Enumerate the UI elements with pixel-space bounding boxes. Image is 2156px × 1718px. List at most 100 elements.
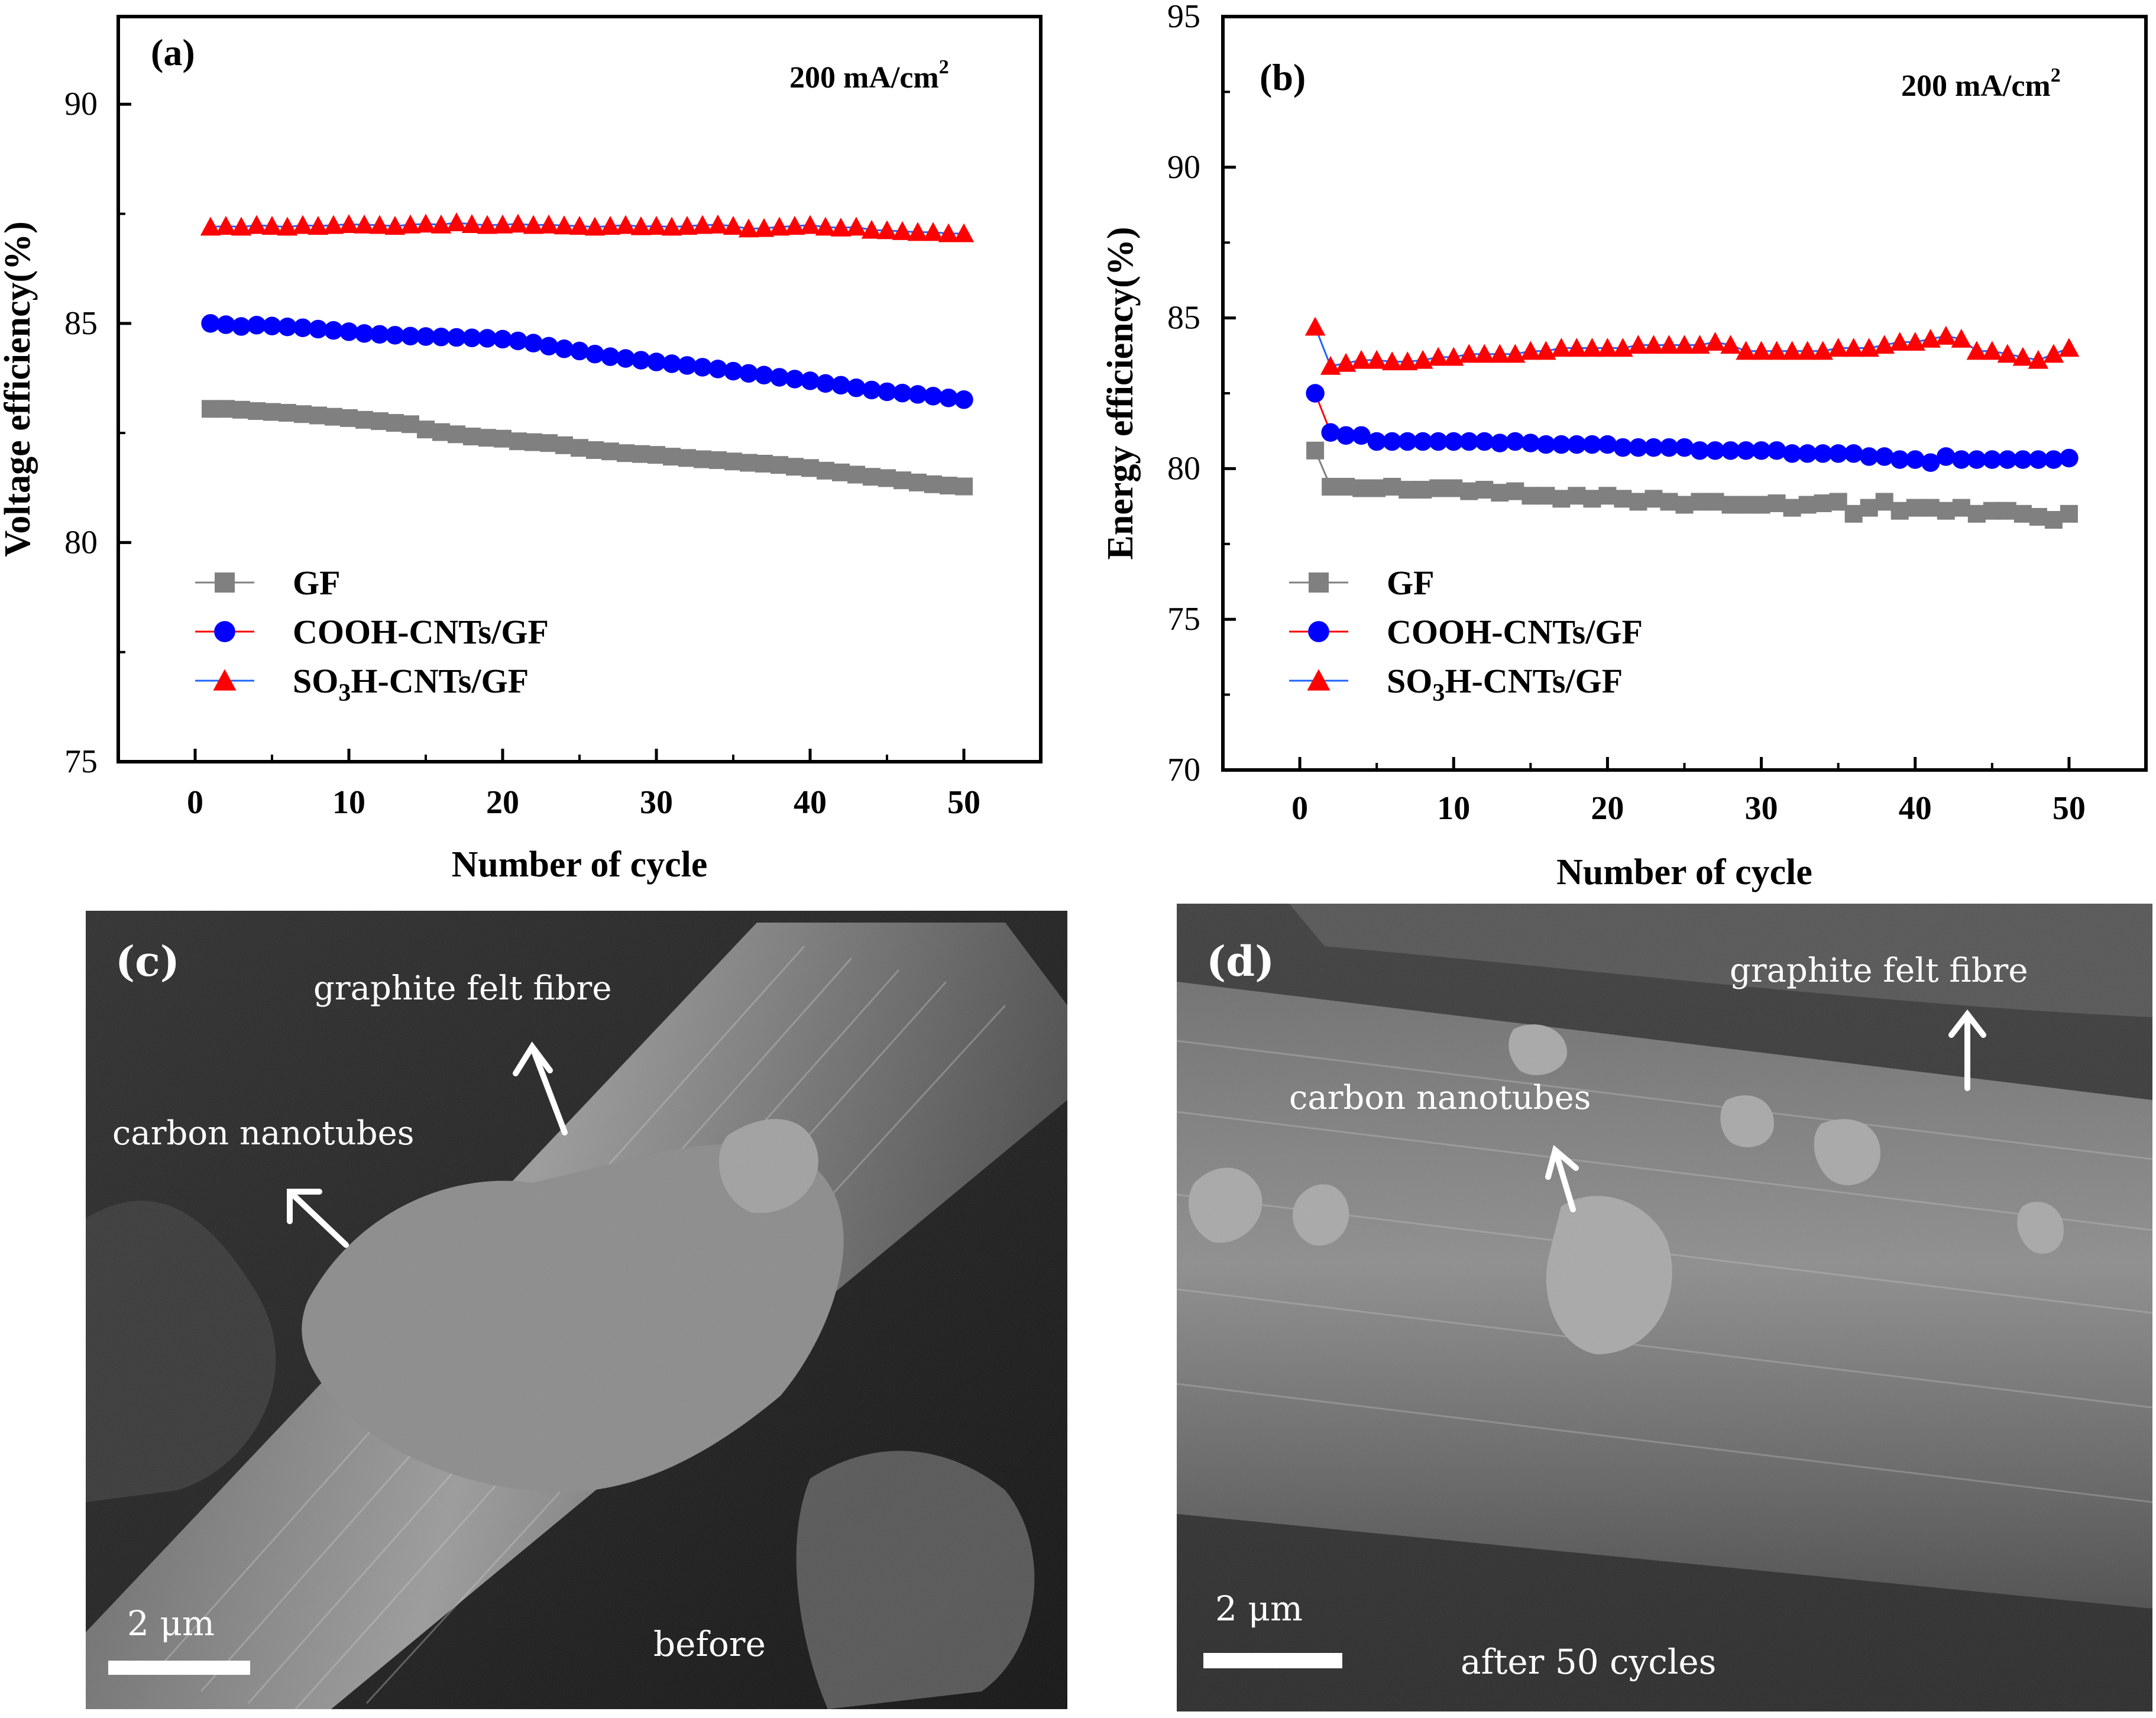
- panel-a-point-0: [355, 410, 373, 429]
- panel-a-point-2: [661, 216, 682, 236]
- panel-b-ylabel: Energy efficiency(%): [1100, 227, 1141, 560]
- panel-a-xtick-label: 0: [187, 784, 203, 821]
- panel-b-point-1: [1567, 435, 1587, 454]
- panel-b-point-2: [1951, 329, 1972, 348]
- panel-b-point-2: [1381, 351, 1403, 371]
- panel-b-point-0: [1921, 499, 1940, 517]
- panel-d-caption: after 50 cycles: [1461, 1642, 1716, 1682]
- panel-a-legend: GF COOH-CNTs/GF SO3H-CNTs/GF: [195, 564, 549, 707]
- panel-b-point-2: [1766, 341, 1787, 360]
- panel-a-point-1: [862, 380, 881, 400]
- panel-b-point-2: [1320, 355, 1341, 375]
- panel-a-legend-label-main: SO: [293, 662, 338, 700]
- panel-a-legend-label-1: COOH-CNTs/GF: [293, 613, 549, 651]
- panel-a-point-0: [909, 473, 927, 491]
- panel-a-point-2: [538, 214, 559, 234]
- panel-a-point-2: [953, 223, 975, 242]
- panel-b-legend-label-sub: 3: [1432, 680, 1445, 707]
- panel-a-point-2: [692, 215, 713, 234]
- panel-b-point-0: [1675, 496, 1694, 514]
- panel-b-point-1: [1444, 432, 1463, 451]
- panel-a-point-1: [432, 328, 451, 347]
- panel-b-point-1: [1705, 441, 1725, 460]
- panel-b-point-0: [1998, 502, 2016, 520]
- panel-a-xtick-label: 10: [332, 784, 365, 821]
- panel-a-point-0: [709, 451, 727, 470]
- panel-a-point-2: [738, 218, 759, 238]
- panel-a-point-1: [263, 316, 281, 336]
- panel-b-point-1: [1952, 450, 1971, 469]
- panel-b-point-0: [1322, 477, 1340, 496]
- panel-a-point-0: [724, 452, 742, 471]
- panel-b-ytick-label: 90: [1167, 149, 1200, 186]
- panel-b-point-0: [1952, 499, 1970, 517]
- panel-a-point-0: [509, 432, 527, 451]
- panel-a-point-1: [585, 344, 604, 364]
- panel-b-point-2: [1490, 344, 1510, 363]
- panel-b-point-1: [1813, 444, 1833, 463]
- panel-a-xtick-label: 20: [486, 784, 519, 821]
- panel-b-tag: (b): [1260, 56, 1306, 98]
- panel-b-ytick-label: 95: [1167, 0, 1200, 35]
- panel-a-point-2: [492, 214, 513, 234]
- panel-a-point-0: [755, 455, 773, 473]
- panel-a-point-1: [708, 360, 727, 378]
- panel-a-current-density-main: 200 mA/cm: [789, 61, 939, 95]
- panel-a-point-1: [693, 358, 712, 377]
- panel-b-point-1: [1413, 432, 1432, 451]
- panel-b-point-1: [1828, 444, 1848, 463]
- panel-b-legend-marker-1: [1308, 621, 1329, 642]
- panel-b-point-2: [1551, 338, 1572, 357]
- panel-a-point-0: [832, 463, 850, 481]
- panel-b-point-2: [2058, 338, 2080, 357]
- panel-c-grain: [86, 911, 1067, 1709]
- panel-b-point-2: [1443, 347, 1464, 366]
- panel-a-point-1: [493, 329, 512, 349]
- panel-a-tag: (a): [151, 31, 195, 73]
- panel-b-point-0: [1783, 499, 1801, 517]
- panel-b-point-1: [1506, 432, 1525, 451]
- panel-b-point-1: [1352, 426, 1371, 445]
- panel-b-point-0: [1860, 499, 1878, 517]
- panel-a-point-2: [415, 213, 436, 233]
- panel-b-xtick-label: 30: [1745, 790, 1778, 827]
- panel-a-point-2: [707, 214, 729, 234]
- panel-b-point-1: [1306, 384, 1325, 403]
- panel-b-ytick-label: 85: [1167, 300, 1200, 337]
- panel-b-chart: 0 10 20 30 40 50 70 75 80 85 90 95 Number of cycle En…: [1100, 0, 2148, 892]
- panel-a-point-0: [448, 425, 465, 444]
- panel-b-point-0: [1721, 496, 1740, 514]
- panel-a-point-2: [277, 216, 298, 236]
- panel-b-point-0: [1568, 487, 1586, 505]
- panel-b-point-0: [1460, 482, 1478, 500]
- panel-b-point-2: [1505, 344, 1526, 363]
- panel-a-chart: 0 10 20 30 40 50 75 80 85 90 Number of cycle Voltag…: [0, 15, 1043, 885]
- panel-b-legend-label-main: SO: [1387, 662, 1432, 700]
- panel-a-point-1: [370, 325, 389, 344]
- panel-a-point-0: [432, 423, 450, 441]
- panel-a-point-1: [954, 390, 973, 409]
- panel-a-point-1: [908, 385, 927, 404]
- panel-a-point-1: [739, 364, 758, 383]
- panel-b-point-2: [1874, 335, 1895, 354]
- panel-b-point-1: [1398, 432, 1417, 451]
- panel-b-point-1: [1937, 447, 1956, 466]
- panel-a-point-2: [600, 216, 621, 235]
- panel-a-point-1: [278, 318, 297, 337]
- panel-a-point-2: [523, 215, 544, 234]
- panel-b-point-2: [1889, 332, 1910, 351]
- panel-a-point-0: [309, 406, 327, 425]
- panel-a-xtick-label: 50: [947, 784, 980, 821]
- panel-a-point-0: [202, 400, 219, 418]
- panel-b-point-2: [1582, 338, 1603, 357]
- panel-a-point-2: [569, 216, 590, 235]
- panel-b-point-2: [1905, 332, 1925, 351]
- panel-a-point-0: [555, 436, 573, 454]
- panel-b-point-1: [1767, 441, 1786, 460]
- panel-a-point-2: [231, 216, 252, 236]
- panel-b-xtick-label: 50: [2053, 790, 2086, 827]
- panel-a-point-2: [200, 216, 221, 236]
- panel-b-point-0: [1552, 490, 1571, 508]
- panel-c-sem-image: (c) graphite felt fibre carbon nanotubes…: [86, 911, 1067, 1710]
- panel-d-sem-image: (d) graphite felt fibre carbon nanotubes…: [1176, 904, 2153, 1711]
